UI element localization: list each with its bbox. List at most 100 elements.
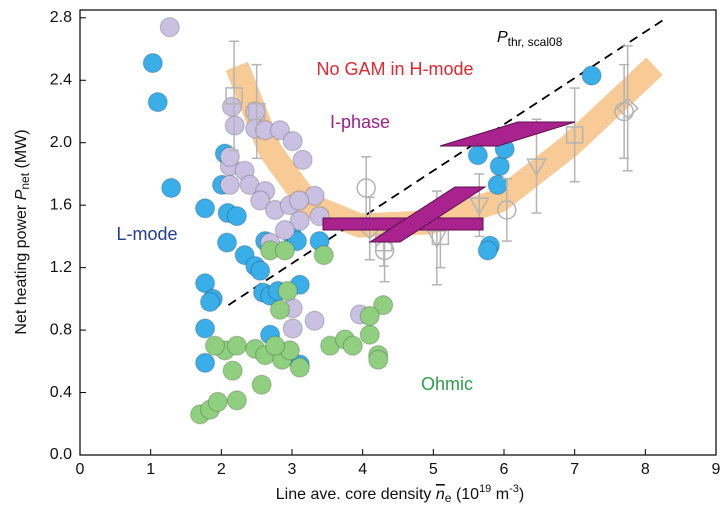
point — [288, 190, 310, 211]
y-tick-label: 0.0 — [50, 446, 72, 463]
series-label: Ohmic — [421, 374, 473, 394]
point — [368, 349, 389, 370]
point — [477, 240, 498, 261]
open-triangle — [526, 158, 547, 177]
annotation: No GAM in H-mode — [316, 59, 473, 79]
y-axis-title: Net heating power Pnet (MW) — [13, 129, 34, 334]
point — [226, 335, 247, 356]
y-tick-label: 2.4 — [50, 71, 72, 88]
point — [226, 390, 247, 411]
point — [161, 177, 182, 199]
x-axis-title: Line ave. core density ne (1019 m-3) — [276, 483, 524, 507]
point — [194, 273, 216, 294]
plot-frame — [79, 9, 717, 456]
point — [274, 220, 296, 241]
point — [194, 318, 216, 339]
annotation: Pthr, scal08 — [497, 29, 563, 49]
x-title-text: Line ave. core density — [276, 486, 432, 503]
x-tick-label: 5 — [429, 461, 438, 478]
point — [269, 120, 291, 141]
point — [342, 335, 363, 356]
y-title-subscript: net — [18, 172, 32, 189]
x-tick-label: 2 — [217, 461, 226, 478]
y-title-text: Net heating power — [13, 204, 30, 335]
point — [222, 360, 243, 381]
x-title-unit: -3 — [509, 483, 519, 495]
point — [226, 206, 247, 227]
x-tick-label: 3 — [288, 461, 297, 478]
annotation-symbol: P — [497, 29, 508, 46]
point — [216, 232, 238, 253]
range-arrows — [322, 121, 576, 243]
point — [289, 210, 310, 231]
point — [274, 240, 296, 261]
point — [221, 96, 243, 117]
x-title-unit: m — [491, 486, 509, 503]
point — [159, 17, 180, 38]
point — [147, 92, 168, 113]
point — [467, 145, 488, 166]
point — [359, 324, 380, 345]
x-tick-label: 0 — [76, 461, 85, 478]
point — [277, 280, 298, 302]
open-diamond — [616, 97, 639, 120]
scaling-line — [227, 17, 668, 306]
range-arrow — [368, 186, 487, 243]
point — [304, 310, 325, 331]
x-tick-label: 9 — [712, 461, 720, 478]
range-arrow — [439, 121, 576, 147]
open-triangle — [468, 197, 490, 216]
annotation-subscript: thr, scal08 — [508, 35, 563, 49]
point — [264, 335, 286, 356]
open-square — [247, 102, 266, 121]
point — [250, 260, 271, 281]
point — [282, 131, 303, 152]
open-circle — [497, 200, 517, 220]
point — [219, 146, 240, 167]
point — [489, 156, 510, 177]
open-circle — [614, 101, 634, 122]
point — [250, 190, 271, 211]
series-label: I-phase — [330, 112, 390, 132]
open-square — [225, 87, 243, 105]
point — [373, 295, 394, 316]
point — [194, 198, 216, 219]
y-tick-label: 2.0 — [50, 134, 72, 151]
y-tick-label: 1.6 — [50, 196, 72, 213]
point — [269, 299, 291, 320]
point — [194, 352, 216, 373]
x-tick-label: 8 — [641, 461, 650, 478]
axes: 0 1 2 3 4 5 6 7 8 9 0.0 0.4 0.8 1.2 1.6 2.0 2.4 2.8 — [50, 9, 720, 478]
point — [289, 357, 310, 378]
series-label: L-mode — [116, 224, 177, 244]
open-square — [565, 126, 584, 144]
y-tick-label: 0.4 — [50, 384, 72, 401]
points — [142, 17, 639, 425]
point — [581, 65, 602, 86]
x-title-unit: (10 — [456, 486, 479, 503]
x-title-unit: ) — [519, 486, 524, 503]
point — [142, 52, 163, 74]
point — [359, 305, 380, 327]
x-tick-label: 6 — [500, 461, 509, 478]
point — [207, 391, 228, 413]
point — [282, 318, 303, 339]
point — [199, 291, 221, 313]
x-title-symbol: n — [436, 486, 445, 503]
x-tick-label: 1 — [146, 461, 155, 478]
labels: Line ave. core density ne (1019 m-3) Net … — [13, 29, 563, 507]
x-tick-label: 4 — [358, 461, 367, 478]
point — [219, 174, 240, 195]
y-tick-label: 0.8 — [50, 321, 72, 338]
y-title-symbol: P — [13, 189, 30, 200]
point — [204, 335, 226, 356]
x-title-subscript: e — [445, 491, 452, 505]
y-tick-label: 2.8 — [50, 9, 72, 26]
y-tick-label: 1.2 — [50, 259, 72, 276]
point — [292, 149, 313, 170]
x-tick-label: 7 — [570, 461, 579, 478]
y-title-unit: (MW) — [13, 129, 30, 168]
x-title-unit: 19 — [479, 483, 491, 495]
point — [251, 374, 272, 395]
